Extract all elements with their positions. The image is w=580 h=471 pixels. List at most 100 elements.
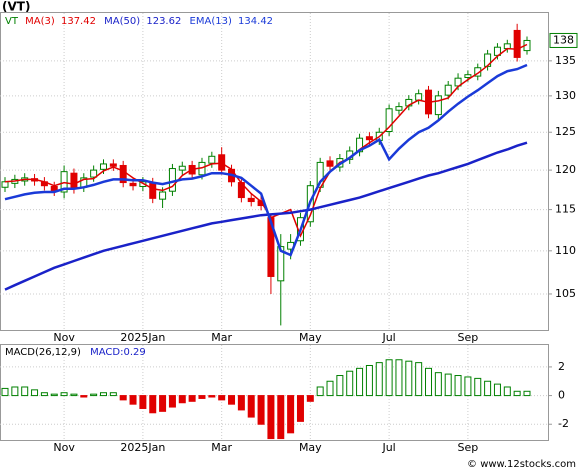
x-tick-label: Nov bbox=[53, 331, 75, 344]
macd-bar bbox=[405, 360, 413, 397]
macd-bar bbox=[80, 395, 88, 398]
macd-bar bbox=[425, 367, 433, 397]
candle-body bbox=[513, 29, 521, 58]
legend-entry: EMA(13) bbox=[190, 16, 232, 27]
macd-bar bbox=[40, 392, 48, 397]
macd-bar bbox=[109, 392, 117, 397]
macd-bar bbox=[21, 386, 29, 397]
macd-bar bbox=[267, 395, 275, 440]
y-tick-label: 130 bbox=[555, 89, 576, 102]
macd-bar bbox=[119, 395, 127, 401]
macd-bar bbox=[444, 373, 452, 397]
macd-bar bbox=[523, 390, 531, 397]
candle-body bbox=[277, 246, 285, 282]
x-tick-label: Nov bbox=[53, 441, 75, 454]
legend: VT MA(3) 137.42 MA(50) 123.62 EMA(13) 13… bbox=[5, 16, 273, 27]
macd-bar bbox=[70, 393, 78, 397]
macd-bar bbox=[1, 387, 9, 397]
macd-bar bbox=[218, 395, 226, 401]
macd-bar bbox=[228, 395, 236, 405]
candle-body bbox=[1, 181, 9, 188]
candle-body bbox=[415, 93, 423, 101]
price-panel bbox=[0, 12, 549, 331]
macd-bar bbox=[139, 395, 147, 409]
macd-bar bbox=[287, 395, 295, 434]
x-tick-label: Mar bbox=[211, 331, 232, 344]
macd-bar bbox=[306, 395, 314, 402]
y-tick-label: 135 bbox=[555, 54, 576, 67]
macd-bar bbox=[129, 395, 137, 405]
y-tick-label: 105 bbox=[555, 287, 576, 300]
candle-body bbox=[326, 160, 334, 167]
moving-average-line bbox=[4, 63, 528, 257]
x-tick-label: Jul bbox=[381, 331, 395, 344]
macd-bar bbox=[50, 393, 58, 397]
candle-body bbox=[208, 155, 216, 164]
macd-bar bbox=[513, 390, 521, 397]
macd-bar bbox=[296, 395, 304, 422]
candle-body bbox=[129, 182, 137, 187]
macd-value: MACD:0.29 bbox=[90, 347, 146, 358]
macd-bar bbox=[257, 395, 265, 425]
candle-body bbox=[247, 197, 255, 203]
macd-bar bbox=[90, 393, 98, 397]
macd-bar bbox=[11, 386, 19, 397]
x-tick-label: Sep bbox=[458, 331, 479, 344]
macd-bar bbox=[60, 392, 68, 397]
legend-value: 123.62 bbox=[146, 16, 181, 27]
candle-body bbox=[464, 74, 472, 78]
legend-value: 134.42 bbox=[238, 16, 273, 27]
macd-bar bbox=[149, 395, 157, 414]
macd-bar bbox=[31, 389, 39, 397]
y-tick-label: 110 bbox=[555, 244, 576, 257]
macd-bar bbox=[159, 395, 167, 412]
macd-bar bbox=[237, 395, 245, 411]
last-price-label: 138 bbox=[553, 33, 574, 46]
macd-bar bbox=[464, 376, 472, 397]
macd-bar bbox=[277, 395, 285, 440]
macd-bar bbox=[247, 395, 255, 418]
macd-legend: MACD(26,12,9) MACD:0.29 bbox=[5, 347, 146, 358]
macd-bar bbox=[356, 367, 364, 397]
macd-bar bbox=[316, 386, 324, 397]
candle-body bbox=[395, 106, 403, 111]
x-tick-label: Jul bbox=[381, 441, 395, 454]
macd-bar bbox=[434, 372, 442, 397]
candle-body bbox=[218, 154, 226, 171]
candle-body bbox=[60, 171, 68, 193]
macd-bar bbox=[336, 375, 344, 397]
candle-body bbox=[149, 182, 157, 199]
y-tick-label: -2 bbox=[558, 417, 569, 430]
macd-bar bbox=[484, 380, 492, 397]
macd-bar bbox=[99, 392, 107, 397]
candle-body bbox=[119, 164, 127, 184]
y-tick-label: 115 bbox=[555, 203, 576, 216]
legend-entry: MA(50) bbox=[104, 16, 140, 27]
candle-body bbox=[159, 191, 167, 200]
y-tick-label: 2 bbox=[558, 360, 565, 373]
macd-bar bbox=[375, 362, 383, 397]
macd-bar bbox=[178, 395, 186, 404]
x-tick-label: May bbox=[299, 441, 322, 454]
macd-bar bbox=[493, 383, 501, 397]
y-tick-label: 0 bbox=[558, 389, 565, 402]
x-tick-label: Sep bbox=[458, 441, 479, 454]
macd-bar bbox=[326, 380, 334, 397]
candle-body bbox=[444, 84, 452, 96]
macd-bar bbox=[395, 359, 403, 397]
macd-bar bbox=[346, 370, 354, 397]
macd-bar bbox=[474, 377, 482, 397]
macd-bar bbox=[168, 395, 176, 408]
legend-value: 137.42 bbox=[61, 16, 96, 27]
x-tick-label: Mar bbox=[211, 441, 232, 454]
candle-body bbox=[99, 163, 107, 170]
macd-bar bbox=[385, 359, 393, 397]
legend-entry: MA(3) bbox=[25, 16, 55, 27]
macd-bar bbox=[415, 362, 423, 397]
candle-body bbox=[385, 108, 393, 132]
x-tick-label: 2025Jan bbox=[120, 331, 165, 344]
moving-average-line bbox=[4, 141, 528, 291]
